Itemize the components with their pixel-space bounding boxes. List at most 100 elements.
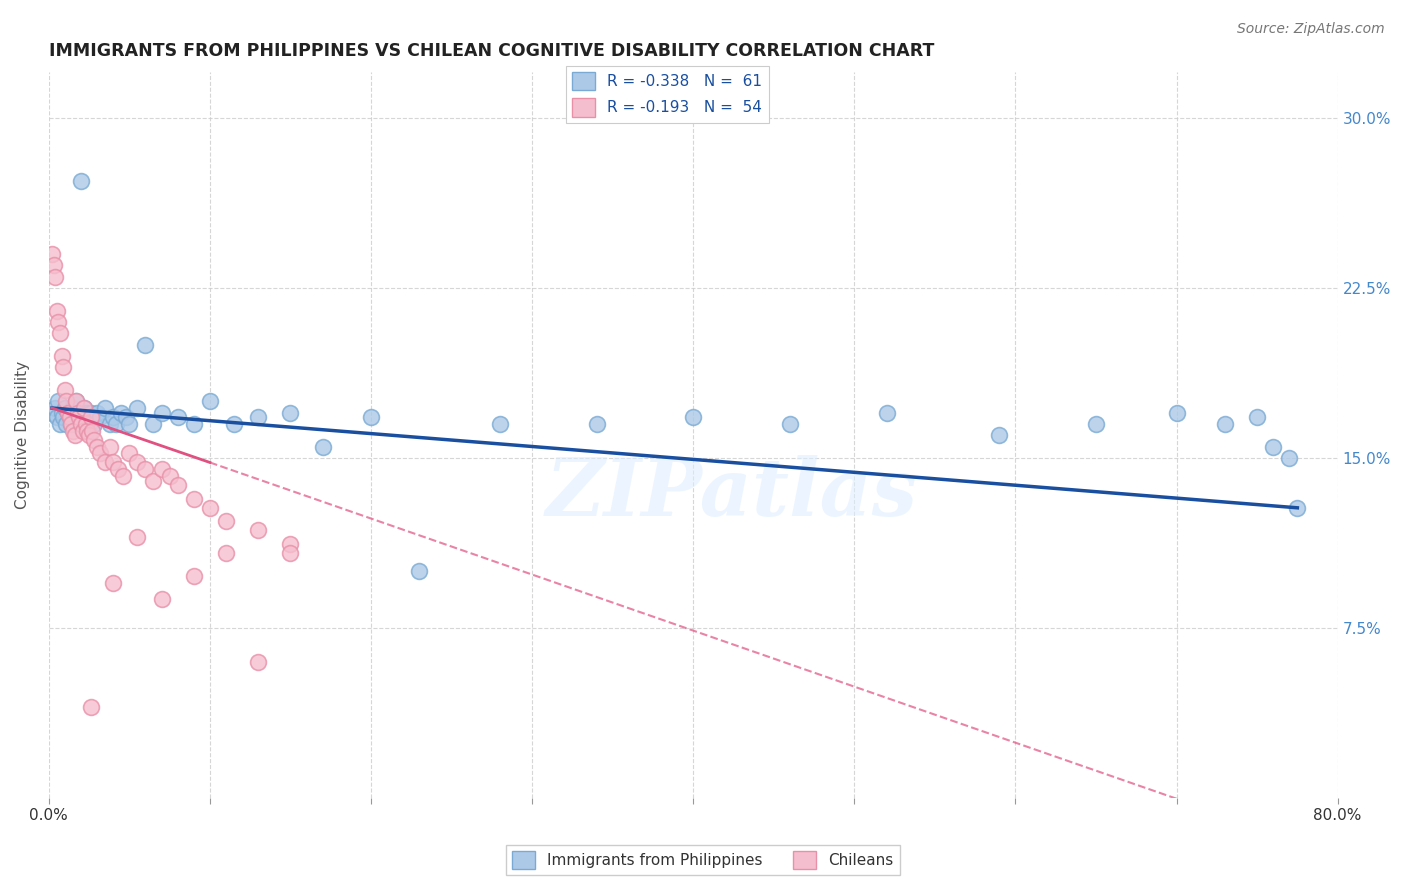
Point [360,410,382,425]
Point [86,440,108,454]
Point [876,406,898,420]
Y-axis label: Cognitive Disability: Cognitive Disability [15,361,30,509]
Point [82,424,104,438]
Point [585,417,607,431]
Point [48,394,70,409]
Point [44,401,66,415]
Point [222,417,245,431]
Point [41,247,63,261]
Point [60,417,83,431]
Point [166,410,188,425]
Point [103,575,125,590]
Point [1263,440,1285,454]
Text: IMMIGRANTS FROM PHILIPPINES VS CHILEAN COGNITIVE DISABILITY CORRELATION CHART: IMMIGRANTS FROM PHILIPPINES VS CHILEAN C… [49,42,934,60]
Point [988,428,1011,442]
Point [44,269,66,284]
Point [67,410,90,425]
Point [1213,417,1236,431]
Point [48,315,70,329]
Point [142,417,165,431]
Legend: R = -0.338   N =  61, R = -0.193   N =  54: R = -0.338 N = 61, R = -0.193 N = 54 [567,65,769,123]
Point [79,406,101,420]
Point [73,401,96,415]
Point [76,424,98,438]
Point [1246,410,1268,425]
Point [56,406,79,420]
Point [98,417,121,431]
Point [51,406,73,420]
Point [118,446,141,460]
Point [49,326,72,341]
Point [83,417,105,431]
Point [198,394,221,409]
Point [49,417,72,431]
Point [682,410,704,425]
Point [89,410,111,425]
Point [103,455,125,469]
Point [150,406,173,420]
Point [70,174,93,188]
Point [1278,450,1301,465]
Point [105,417,128,431]
Point [94,401,117,415]
Point [98,440,121,454]
Point [103,410,125,425]
Point [52,360,75,375]
Point [77,428,100,442]
Point [67,410,90,425]
Point [118,417,141,431]
Point [65,394,87,409]
Point [53,401,76,415]
Point [59,410,82,425]
Point [70,417,93,431]
Point [1166,406,1188,420]
Point [83,433,105,447]
Point [142,474,165,488]
Point [51,349,73,363]
Point [127,455,149,469]
Point [86,406,108,420]
Point [45,410,67,425]
Point [62,401,84,415]
Point [55,417,77,431]
Point [73,401,96,415]
Point [72,417,94,431]
Point [311,440,333,454]
Point [127,530,149,544]
Point [79,410,101,425]
Point [55,394,77,409]
Point [150,591,173,606]
Point [408,564,430,578]
Point [247,410,270,425]
Point [198,500,221,515]
Point [134,462,156,476]
Point [779,417,801,431]
Point [75,406,97,420]
Point [280,546,302,560]
Point [489,417,512,431]
Point [75,417,97,431]
Text: Source: ZipAtlas.com: Source: ZipAtlas.com [1237,22,1385,37]
Point [280,406,302,420]
Point [183,569,205,583]
Legend: Immigrants from Philippines, Chileans: Immigrants from Philippines, Chileans [506,845,900,875]
Point [52,410,75,425]
Point [107,462,129,476]
Point [62,424,84,438]
Point [215,515,238,529]
Point [89,446,111,460]
Point [166,478,188,492]
Point [82,410,104,425]
Point [183,417,205,431]
Point [215,546,238,560]
Point [56,406,79,420]
Point [45,303,67,318]
Point [63,406,86,420]
Point [94,455,117,469]
Point [134,337,156,351]
Point [76,410,98,425]
Point [127,401,149,415]
Point [72,424,94,438]
Point [59,410,82,425]
Point [65,394,87,409]
